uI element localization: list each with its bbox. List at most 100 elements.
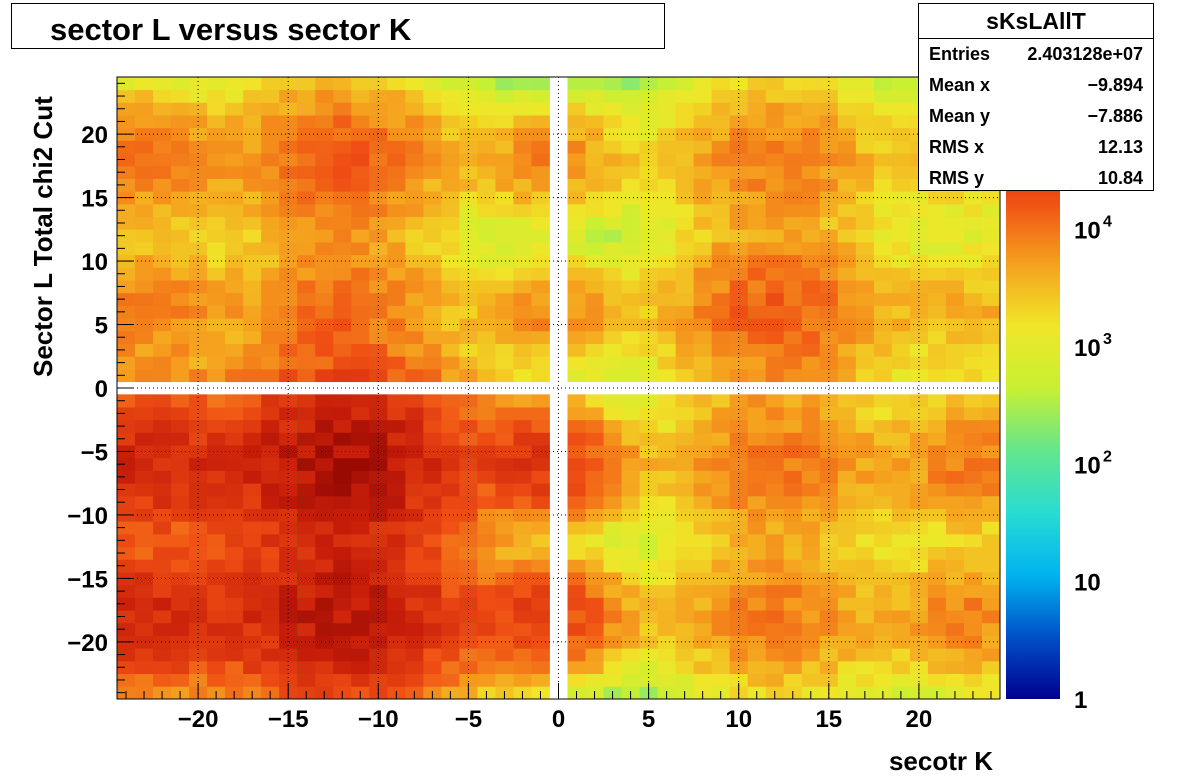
heatmap-cell xyxy=(315,229,334,243)
heatmap-cell xyxy=(657,292,677,306)
heatmap-cell xyxy=(891,483,911,497)
heatmap-cell xyxy=(729,597,749,611)
heatmap-cell xyxy=(585,457,604,471)
heatmap-cell xyxy=(459,203,478,218)
heatmap-cell xyxy=(657,178,677,192)
heatmap-cell xyxy=(783,546,803,560)
heatmap-cell xyxy=(135,660,154,675)
heatmap-cell xyxy=(945,445,965,459)
heatmap-cell xyxy=(387,292,406,306)
heatmap-cell xyxy=(567,533,586,548)
heatmap-cell xyxy=(135,229,154,243)
heatmap-cell xyxy=(963,419,983,433)
heatmap-cell xyxy=(927,610,947,624)
heatmap-cell xyxy=(657,343,677,357)
heatmap-cell xyxy=(387,546,406,560)
heatmap-cell xyxy=(801,648,821,662)
heatmap-cell xyxy=(207,318,226,332)
heatmap-cell xyxy=(639,495,659,509)
heatmap-cell xyxy=(315,546,334,560)
heatmap-cell xyxy=(225,546,244,560)
heatmap-cell xyxy=(621,216,640,230)
heatmap-cell xyxy=(423,89,442,103)
heatmap-cell xyxy=(243,432,262,446)
heatmap-cell xyxy=(711,343,731,357)
heatmap-cell xyxy=(855,77,875,91)
heatmap-cell xyxy=(135,419,154,433)
heatmap-cell xyxy=(819,521,839,535)
heatmap-cell xyxy=(765,153,785,167)
heatmap-cell xyxy=(423,508,442,522)
heatmap-cell xyxy=(189,292,208,306)
heatmap-cell xyxy=(711,559,731,573)
heatmap-cell xyxy=(279,140,298,154)
heatmap-cell xyxy=(135,597,154,611)
heatmap-cell xyxy=(981,330,1001,344)
heatmap-cell xyxy=(909,635,929,649)
heatmap-cell xyxy=(621,483,640,497)
heatmap-cell xyxy=(891,394,911,408)
heatmap-cell xyxy=(315,153,334,167)
heatmap-cell xyxy=(261,521,280,535)
heatmap-cell xyxy=(765,89,785,103)
heatmap-cell xyxy=(855,165,875,179)
heatmap-cell xyxy=(477,318,496,332)
heatmap-cell xyxy=(747,140,767,154)
heatmap-cell xyxy=(477,267,496,281)
heatmap-cell xyxy=(171,368,190,383)
heatmap-cell xyxy=(495,178,514,192)
heatmap-cell xyxy=(153,660,172,675)
heatmap-cell xyxy=(387,153,406,167)
heatmap-cell xyxy=(765,622,785,636)
heatmap-cell xyxy=(207,356,226,370)
heatmap-cell xyxy=(783,77,803,91)
heatmap-cell xyxy=(405,407,424,421)
heatmap-cell xyxy=(621,356,640,370)
heatmap-cell xyxy=(333,178,352,192)
heatmap-cell xyxy=(171,318,190,332)
heatmap-cell xyxy=(441,394,460,408)
heatmap-cell xyxy=(477,242,496,256)
heatmap-cell xyxy=(351,330,370,344)
heatmap-cell xyxy=(675,267,695,281)
heatmap-cell xyxy=(315,140,334,154)
heatmap-cell xyxy=(207,660,226,675)
heatmap-cell xyxy=(513,508,532,522)
heatmap-cell xyxy=(531,572,550,586)
heatmap-cell xyxy=(117,419,136,433)
heatmap-cell xyxy=(711,432,731,446)
heatmap-cell xyxy=(675,203,695,218)
heatmap-cell xyxy=(117,267,136,281)
heatmap-cell xyxy=(909,457,929,471)
heatmap-cell xyxy=(333,102,352,116)
heatmap-cell xyxy=(153,89,172,103)
heatmap-cell xyxy=(225,407,244,421)
heatmap-cell xyxy=(585,254,604,268)
heatmap-cell xyxy=(855,622,875,636)
heatmap-cell xyxy=(225,330,244,344)
heatmap-cell xyxy=(891,305,911,319)
heatmap-cell xyxy=(891,280,911,294)
y-tick-label: −15 xyxy=(67,566,108,593)
heatmap-cell xyxy=(297,216,316,230)
heatmap-cell xyxy=(495,356,514,370)
heatmap-cell xyxy=(171,635,190,649)
heatmap-cell xyxy=(243,178,262,192)
heatmap-cell xyxy=(207,140,226,154)
heatmap-cell xyxy=(747,77,767,91)
heatmap-cell xyxy=(225,115,244,129)
heatmap-cell xyxy=(639,368,659,383)
heatmap-cell xyxy=(765,584,785,598)
heatmap-cell xyxy=(801,165,821,179)
heatmap-cell xyxy=(513,622,532,636)
heatmap-cell xyxy=(135,445,154,459)
heatmap-cell xyxy=(873,483,893,497)
heatmap-cell xyxy=(585,559,604,573)
heatmap-cell xyxy=(711,610,731,624)
heatmap-cell xyxy=(891,178,911,192)
heatmap-cell xyxy=(441,165,460,179)
heatmap-cell xyxy=(711,280,731,294)
heatmap-cell xyxy=(153,242,172,256)
x-tick-label: −20 xyxy=(178,706,219,733)
